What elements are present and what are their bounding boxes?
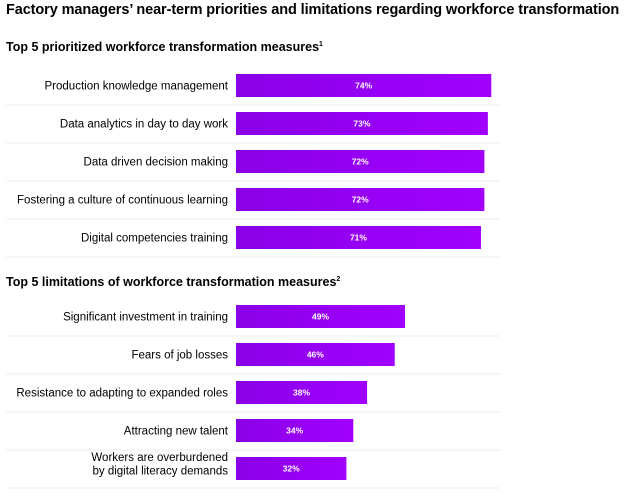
priority-value-label-4: 72% xyxy=(352,195,369,205)
priority-category-label-4: Fostering a culture of continuous learni… xyxy=(17,195,228,207)
limitation-category-label-4: Attracting new talent xyxy=(124,426,229,438)
priorities-footnote-marker: 1 xyxy=(319,40,323,48)
limitations-section-title-text: Top 5 limitations of workforce transform… xyxy=(6,275,337,289)
limitations-section-title: Top 5 limitations of workforce transform… xyxy=(6,275,340,289)
limitation-category-label-2: Fears of job losses xyxy=(131,350,228,362)
limitation-category-label-5-line-2: by digital literacy demands xyxy=(92,466,228,478)
chart-main-title: Factory managers’ near-term priorities a… xyxy=(6,2,620,18)
priority-category-label-2: Data analytics in day to day work xyxy=(60,119,228,131)
priorities-section-title: Top 5 prioritized workforce transformati… xyxy=(6,40,323,54)
limitation-value-label-5: 32% xyxy=(283,464,300,474)
priority-category-label-5: Digital competencies training xyxy=(81,233,228,245)
priority-category-label-3: Data driven decision making xyxy=(84,157,228,169)
priority-bar-1 xyxy=(236,74,492,97)
priority-value-label-1: 74% xyxy=(355,81,372,91)
limitation-value-label-2: 46% xyxy=(307,350,324,360)
priority-category-label-1: Production knowledge management xyxy=(45,81,229,93)
priority-bar-4 xyxy=(236,188,485,211)
limitation-bar-2 xyxy=(236,343,395,366)
limitation-category-label-1: Significant investment in training xyxy=(63,312,228,324)
priority-value-label-3: 72% xyxy=(352,157,369,167)
limitation-category-label-5-line-1: Workers are overburdened xyxy=(91,452,228,464)
limitation-bar-4 xyxy=(236,419,354,442)
priority-bar-3 xyxy=(236,150,485,173)
limitation-value-label-4: 34% xyxy=(286,426,303,436)
chart-layer: 74% Production knowledge management 73% Dat… xyxy=(6,74,500,489)
limitation-category-label-3: Resistance to adapting to expanded roles xyxy=(16,388,228,400)
limitations-footnote-marker: 2 xyxy=(336,275,341,283)
priorities-section-title-text: Top 5 prioritized workforce transformati… xyxy=(6,40,320,54)
limitation-bar-1 xyxy=(236,305,406,328)
limitation-value-label-3: 38% xyxy=(293,388,310,398)
priority-value-label-5: 71% xyxy=(350,233,367,243)
priority-value-label-2: 73% xyxy=(353,119,370,129)
limitation-bar-3 xyxy=(236,381,368,404)
priority-bar-5 xyxy=(236,226,481,249)
priority-bar-2 xyxy=(236,112,488,135)
limitation-value-label-1: 49% xyxy=(312,312,329,322)
limitation-bar-5 xyxy=(236,457,347,480)
